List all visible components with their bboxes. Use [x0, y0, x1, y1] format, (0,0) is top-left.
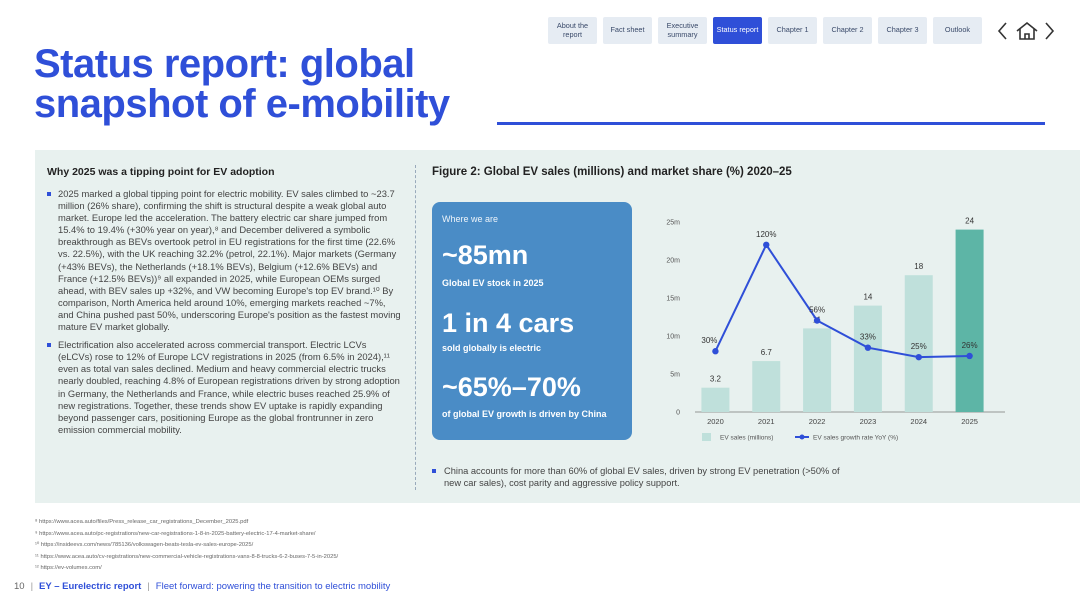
card-kicker: Where we are	[442, 214, 499, 224]
footer: 10 | EY – Eurelectric report | Fleet forward…	[14, 581, 390, 592]
stat-label: of global EV growth is driven by China	[442, 409, 607, 419]
separator: |	[30, 581, 34, 592]
stat-value: ~65%–70%	[442, 372, 581, 402]
figure-title: Figure 2: Global EV sales (millions) and…	[432, 166, 792, 178]
footnote: ¹¹ https://www.acea.auto/cv-registration…	[35, 553, 339, 560]
nav-button[interactable]: Chapter 3	[878, 17, 927, 44]
footnotes: ⁸ https://www.acea.auto/files/Press_rele…	[35, 517, 338, 575]
title-rule	[497, 122, 1045, 125]
nav-button[interactable]: Chapter 1	[768, 17, 817, 44]
bullet: 2025 marked a global tipping point for e…	[47, 188, 402, 333]
section-heading: Why 2025 was a tipping point for EV adop…	[47, 166, 275, 178]
divider	[415, 165, 416, 490]
stat-card: Where we are ~85mn Global EV stock in 20…	[432, 202, 632, 440]
nav-button[interactable]: Executive summary	[658, 17, 707, 44]
nav-button[interactable]: About the report	[548, 17, 597, 44]
page-number: 10	[14, 581, 25, 592]
stat-label: sold globally is electric	[442, 343, 542, 353]
footnote: ¹⁰ https://insideevs.com/news/785136/vol…	[35, 542, 254, 548]
nav-button[interactable]: Chapter 2	[823, 17, 872, 44]
figure-note: China accounts for more than 60% of glob…	[432, 465, 844, 489]
nav-button[interactable]: Fact sheet	[603, 17, 652, 44]
footnote: ⁹ https://www.acea.auto/pc-registrations…	[35, 530, 316, 537]
bullet-list: 2025 marked a global tipping point for e…	[47, 188, 402, 442]
separator: |	[147, 581, 150, 592]
nav-button[interactable]: Outlook	[933, 17, 982, 44]
stat-label: Global EV stock in 2025	[442, 278, 544, 288]
stat-value: 1 in 4 cars	[442, 308, 575, 338]
footnote: ⁸ https://www.acea.auto/files/Press_rele…	[35, 519, 249, 525]
stat-value: ~85mn	[442, 240, 529, 270]
next-button[interactable]	[1045, 22, 1055, 40]
bullet: Electrification also accelerated across …	[47, 339, 402, 436]
footer-subtitle: Fleet forward: powering the transition t…	[155, 581, 391, 592]
prev-button[interactable]	[997, 22, 1007, 40]
footer-brand: EY – Eurelectric report	[39, 581, 142, 592]
page-title: Status report: global snapshot of e-mobi…	[34, 42, 450, 126]
footnote: ¹² https://ev-volumes.com/	[35, 565, 102, 571]
nav-bar: About the report Fact sheet Executive summ…	[548, 17, 982, 44]
home-button[interactable]	[1016, 21, 1038, 40]
nav-button[interactable]: Status report	[713, 17, 762, 44]
nav-icons	[997, 21, 1055, 40]
